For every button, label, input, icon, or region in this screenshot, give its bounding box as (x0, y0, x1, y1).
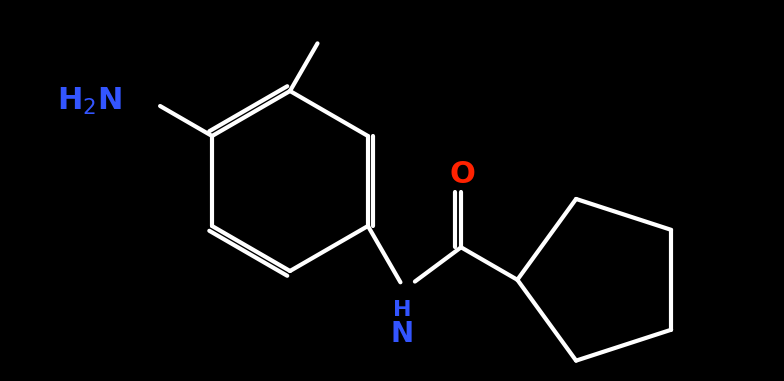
Text: N: N (391, 320, 414, 348)
Text: H: H (394, 300, 412, 320)
Text: H$_2$N: H$_2$N (57, 85, 122, 117)
Text: O: O (449, 160, 475, 189)
